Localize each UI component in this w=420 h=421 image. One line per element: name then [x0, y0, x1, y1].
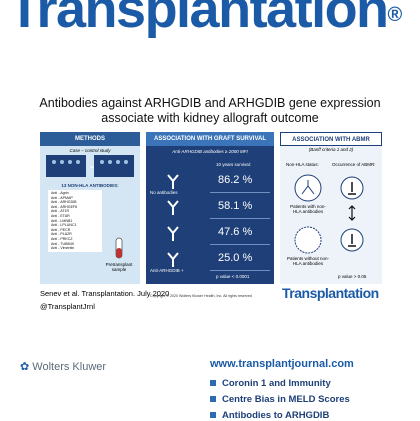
row-label: Anti-ARHGDIB + — [150, 268, 184, 273]
antibody: Anti - LMNB1 — [51, 218, 73, 223]
divider — [210, 244, 270, 245]
antibodies-header: 13 NON-HLA ANTIBODIES: — [61, 183, 119, 188]
caption: 10 years survival: — [216, 162, 252, 167]
antibody: Anti - ARHGEF6 — [51, 204, 78, 209]
publisher: ✿ Wolters Kluwer — [20, 361, 107, 373]
subheader: Anti-ARHGDIB antibodies ≥ 2000 MFI — [172, 149, 248, 154]
survival-value: 47.6 % — [218, 226, 253, 238]
status: Non-HLA status: — [286, 162, 319, 167]
antibody: Anti - ARHGDIB — [51, 200, 77, 205]
antibody: Anti - PLA2R — [51, 232, 72, 237]
antibody: Anti - PECR — [51, 227, 71, 232]
without-label: Patients without non-HLA antibodies — [286, 256, 330, 266]
row-label: No antibodies — [150, 190, 178, 195]
publisher-text: Wolters Kluwer — [32, 361, 107, 373]
headline: Antibodies against ARHGDIB and ARHGDIB g… — [0, 96, 420, 126]
sample: Pretransplant sample — [105, 262, 133, 272]
p-value: p value < 0.0001 — [216, 274, 250, 279]
antibody-icon — [167, 226, 179, 241]
divider — [210, 218, 270, 219]
survival-panel: ASSOCIATION WITH GRAFT SURVIVAL Anti-ARH… — [146, 132, 274, 284]
abmr-icons — [294, 174, 364, 254]
divider — [210, 192, 270, 193]
cover-line: Antibodies to ARHGDIB — [210, 410, 329, 421]
p-value: p value > 0.05 — [338, 274, 367, 279]
panel-header: ASSOCIATION WITH ABMR — [280, 132, 382, 146]
antibody: Anti - ETAR — [51, 213, 70, 218]
masthead: Transplantation® — [8, 0, 403, 40]
antibody: Anti - LPLUNC1 — [51, 223, 77, 228]
occurrence: Occurrence of ABMR: — [332, 162, 376, 167]
registered-mark: ® — [387, 4, 403, 26]
panel-header: METHODS — [40, 132, 140, 146]
methods-panel: METHODS Case – control study 13 NON-HLA … — [40, 132, 140, 284]
with-label: Patients with non-HLA antibodies — [290, 204, 326, 214]
antibody: Anti - TUBB49 — [51, 241, 74, 246]
panel-header: ASSOCIATION WITH GRAFT SURVIVAL — [146, 132, 274, 146]
survival-value: 58.1 % — [218, 200, 253, 212]
antibody: Anti - APMAP — [51, 195, 73, 200]
criteria: (Banff criteria 1 and 2) — [308, 147, 354, 152]
masthead-text: Transplantation — [8, 0, 389, 39]
tube-icon — [115, 237, 123, 259]
handle: @TransplantJrnl — [40, 302, 95, 311]
antibody-icon — [167, 200, 179, 215]
logo: Transplantation — [282, 285, 379, 301]
survival-value: 25.0 % — [218, 252, 253, 264]
antibody: Anti - AT1R — [51, 209, 70, 214]
abmr-panel: ASSOCIATION WITH ABMR (Banff criteria 1 … — [280, 132, 382, 284]
cover-line: Coronin 1 and Immunity — [210, 378, 331, 389]
headline-line: associate with kidney allograft outcome — [101, 111, 319, 125]
survival-value: 86.2 % — [218, 174, 253, 186]
antibody-icon — [167, 252, 179, 267]
antibody: Anti - Agrin — [51, 191, 69, 195]
antibody: Anti - Vimentin — [51, 246, 75, 251]
url: www.transplantjournal.com — [210, 358, 354, 370]
cover-line: Centre Bias in MELD Scores — [210, 394, 350, 405]
citation: Senev et al. Transplantation. July 2020 — [40, 289, 170, 298]
copyright: Copyright © 2020 Wolters Kluwer Health, … — [150, 294, 252, 298]
antibody: Anti - PRKCZ — [51, 236, 73, 241]
antibody-icon — [167, 174, 179, 189]
antibody-list: Anti - Agrin Anti - APMAP Anti - ARHGDIB An… — [48, 190, 102, 252]
headline-line: Antibodies against ARHGDIB and ARHGDIB g… — [39, 96, 381, 110]
study: Case – control study — [69, 148, 111, 153]
divider — [210, 270, 270, 271]
people-icons — [46, 155, 134, 177]
